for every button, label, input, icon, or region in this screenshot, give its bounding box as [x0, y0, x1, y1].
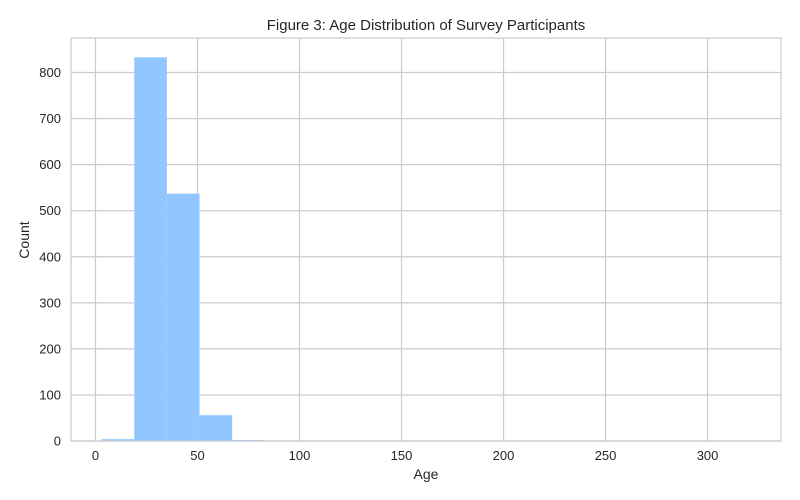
histogram-bar-1	[134, 57, 167, 442]
y-axis-label: Count	[16, 221, 32, 258]
y-tick-label-100: 100	[39, 387, 61, 402]
chart-title: Figure 3: Age Distribution of Survey Par…	[267, 17, 586, 34]
y-tick-label-500: 500	[39, 203, 61, 218]
y-tick-label-400: 400	[39, 249, 61, 264]
y-tick-label-300: 300	[39, 295, 61, 310]
x-tick-label-100: 100	[289, 448, 311, 463]
x-tick-label-200: 200	[493, 448, 515, 463]
y-tick-label-0: 0	[54, 434, 61, 449]
x-axis-label: Age	[414, 466, 439, 482]
x-tick-label-250: 250	[595, 448, 617, 463]
histogram-bar-3	[199, 415, 233, 441]
x-tick-label-300: 300	[697, 448, 719, 463]
x-tick-label-50: 50	[190, 448, 204, 463]
x-tick-labels: 0 50 100 150 200 250 300	[92, 448, 719, 463]
plot-frame	[70, 37, 782, 442]
y-tick-label-700: 700	[39, 111, 61, 126]
histogram-bar-2	[166, 193, 200, 441]
y-tick-label-600: 600	[39, 157, 61, 172]
x-tick-label-150: 150	[391, 448, 413, 463]
histogram-bar-0	[101, 439, 135, 441]
x-tick-label-0: 0	[92, 448, 99, 463]
histogram-bars	[101, 57, 755, 442]
y-tick-label-200: 200	[39, 341, 61, 356]
y-tick-labels: 0 100 200 300 400 500 600 700 800	[39, 65, 61, 448]
y-tick-label-800: 800	[39, 65, 61, 80]
